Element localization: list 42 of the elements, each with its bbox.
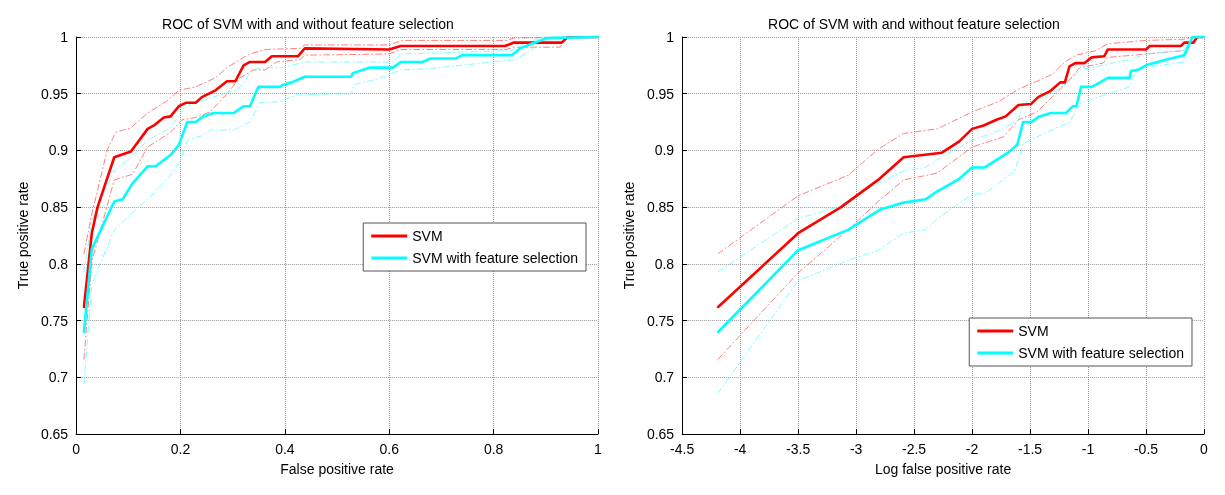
legend-label: SVM with feature selection	[1018, 345, 1185, 361]
y-tick-label: 0.7	[654, 369, 675, 386]
x-tick-label: 1	[594, 441, 603, 457]
y-tick-label: 0.95	[646, 85, 675, 102]
legend-label: SVM	[1018, 323, 1049, 339]
y-tick-label: 0.65	[646, 426, 675, 442]
x-tick-label: -3	[849, 441, 863, 457]
y-tick-label: 0.9	[48, 142, 69, 159]
x-tick-label: -3.5	[786, 441, 811, 457]
x-tick-label: -4	[733, 441, 747, 457]
y-tick-label: 0.8	[654, 255, 675, 272]
x-tick-label: -2.5	[902, 441, 927, 457]
x-tick-label: -4.5	[670, 441, 695, 457]
x-tick-label: 0.2	[170, 441, 191, 457]
y-tick-label: 0.85	[646, 199, 675, 216]
y-tick-label: 1	[60, 29, 69, 45]
x-tick-label: 0.4	[275, 441, 295, 457]
legend-label: SVM	[412, 228, 443, 244]
x-tick-label: -2	[965, 441, 979, 457]
y-axis-title: True positive rate	[15, 181, 31, 290]
x-tick-label: -0.5	[1133, 441, 1159, 457]
y-tick-label: 0.65	[40, 426, 69, 442]
x-axis-title: Log false positive rate	[874, 461, 1012, 477]
y-tick-label: 0.7	[48, 369, 69, 386]
y-tick-label: 0.95	[40, 85, 69, 102]
x-tick-label: -1	[1081, 441, 1095, 457]
y-tick-label: 0.75	[40, 312, 69, 329]
x-tick-label: 0.8	[483, 441, 504, 457]
y-tick-label: 0.75	[646, 312, 675, 329]
legend-label: SVM with feature selection	[412, 250, 579, 266]
y-axis-title: True positive rate	[621, 181, 637, 290]
x-tick-label: 0	[1200, 441, 1209, 457]
y-tick-label: 0.8	[48, 255, 69, 272]
y-tick-label: 0.9	[654, 142, 675, 159]
x-axis-title: False positive rate	[280, 461, 395, 477]
x-tick-label: 0.6	[379, 441, 400, 457]
x-tick-label: 0	[72, 441, 81, 457]
y-tick-label: 1	[666, 29, 675, 45]
y-tick-label: 0.85	[40, 199, 69, 216]
x-tick-label: -1.5	[1017, 441, 1043, 457]
chart-title: ROC of SVM with and without feature selection	[768, 16, 1060, 32]
chart-title: ROC of SVM with and without feature selection	[162, 16, 454, 32]
